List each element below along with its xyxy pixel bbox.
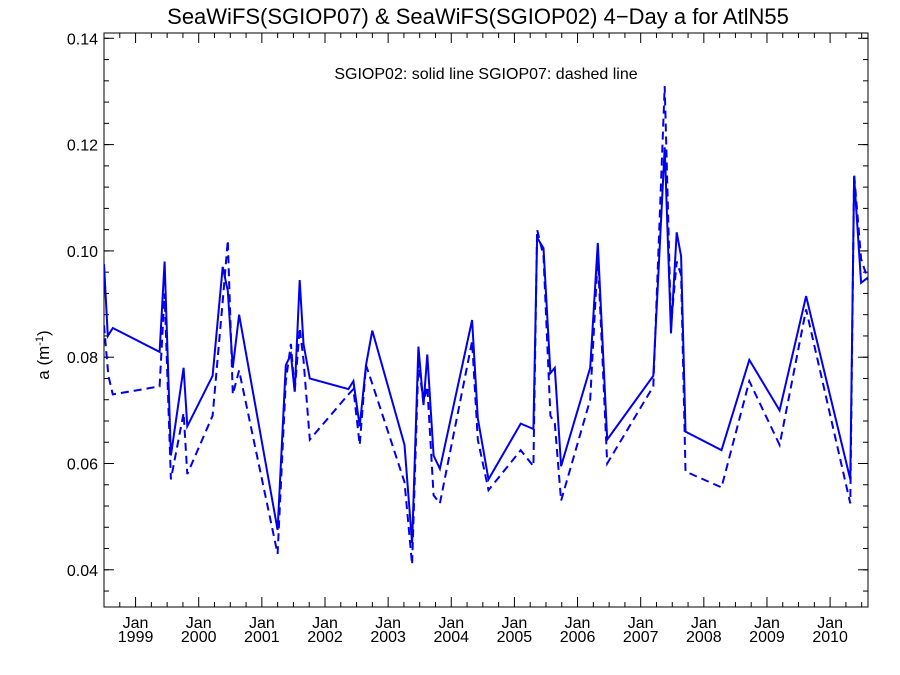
y-tick-label: 0.08 <box>67 350 98 367</box>
y-tick-label: 0.06 <box>67 457 98 474</box>
axis-ticks: 0.040.060.080.100.120.14Jan1999Jan2000Ja… <box>67 31 868 646</box>
y-axis-label-close: ) <box>34 330 53 336</box>
plot-frame <box>103 32 869 608</box>
y-tick-label: 0.04 <box>67 563 98 580</box>
y-axis-label-superscript: -1 <box>34 336 46 346</box>
series-line-dashed <box>104 86 868 565</box>
x-tick-year-label: 2005 <box>497 629 533 646</box>
x-tick-month-label: Jan <box>565 615 591 632</box>
line-style-annotation: SGIOP02: solid line SGIOP07: dashed line <box>334 66 637 83</box>
x-tick-year-label: 2002 <box>307 629 343 646</box>
x-tick-year-label: 2003 <box>370 629 406 646</box>
x-tick-year-label: 1999 <box>118 629 154 646</box>
x-tick-month-label: Jan <box>186 615 212 632</box>
x-tick-month-label: Jan <box>817 615 843 632</box>
x-tick-year-label: 2009 <box>749 629 785 646</box>
x-tick-year-label: 2008 <box>686 629 722 646</box>
x-tick-month-label: Jan <box>438 615 464 632</box>
x-tick-month-label: Jan <box>375 615 401 632</box>
y-tick-label: 0.10 <box>67 244 98 261</box>
x-tick-month-label: Jan <box>754 615 780 632</box>
y-tick-label: 0.12 <box>67 138 98 155</box>
x-tick-month-label: Jan <box>628 615 654 632</box>
x-tick-year-label: 2006 <box>560 629 596 646</box>
series-line-solid <box>104 147 868 544</box>
x-tick-year-label: 2007 <box>623 629 659 646</box>
x-tick-month-label: Jan <box>312 615 338 632</box>
y-axis-label-main: a (m <box>34 346 53 380</box>
x-tick-year-label: 2010 <box>812 629 848 646</box>
x-tick-year-label: 2001 <box>244 629 280 646</box>
x-tick-month-label: Jan <box>123 615 149 632</box>
chart-title: SeaWiFS(SGIOP07) & SeaWiFS(SGIOP02) 4−Da… <box>167 4 789 29</box>
y-axis-label: a (m-1) <box>34 330 53 379</box>
x-tick-month-label: Jan <box>502 615 528 632</box>
data-lines <box>104 86 868 565</box>
x-tick-year-label: 2000 <box>181 629 217 646</box>
y-tick-label: 0.14 <box>67 31 98 48</box>
x-tick-month-label: Jan <box>249 615 275 632</box>
x-tick-year-label: 2004 <box>433 629 469 646</box>
x-tick-month-label: Jan <box>691 615 717 632</box>
